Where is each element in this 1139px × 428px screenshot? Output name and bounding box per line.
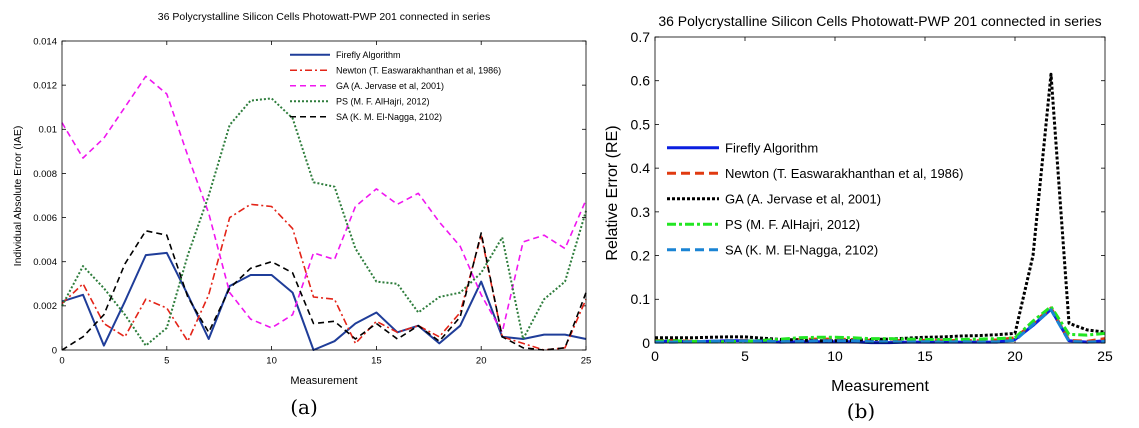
y-tick-label: 0.7 [631,29,651,45]
y-tick-label: 0.6 [631,73,651,89]
legend-label: GA (A. Jervase et al, 2001) [725,191,881,206]
legend-label: Newton (T. Easwarakhanthan et al, 1986) [336,65,501,75]
legend-label: SA (K. M. El-Nagga, 2102) [336,112,442,122]
series-line-3 [655,72,1106,343]
chart-title-b: 36 Polycrystalline Silicon Cells Photowa… [658,13,1101,29]
legend-label: Firefly Algorithm [725,140,818,155]
panel-label-a: (a) [290,395,318,419]
chart-panel-b: 36 Polycrystalline Silicon Cells Photowa… [604,13,1113,423]
x-tick-label: 15 [371,356,382,367]
legend-label: GA (A. Jervase et al, 2001) [336,81,444,91]
series-lines-a [61,75,587,351]
series-line-5 [61,230,587,351]
x-tick-label: 10 [827,348,843,364]
legend-label: PS (M. F. AlHajri, 2012) [336,96,430,106]
y-tick-label: 0.008 [33,169,57,180]
y-tick-label: 0.2 [631,247,651,263]
y-tick-label: 0.4 [631,160,651,176]
y-tick-label: 0 [52,345,57,356]
x-tick-label: 0 [651,348,659,364]
legend-label: PS (M. F. AlHajri, 2012) [725,217,860,232]
legend-label: Newton (T. Easwarakhanthan et al, 1986) [725,166,963,181]
plot-area-a [62,41,586,350]
y-tick-label: 0.5 [631,116,651,132]
chart-title-a: 36 Polycrystalline Silicon Cells Photowa… [158,11,490,23]
x-tick-label: 20 [1007,348,1023,364]
chart-panel-a: 36 Polycrystalline Silicon Cells Photowa… [12,11,591,419]
plot-frame-b [654,36,1106,344]
series-line-4 [61,97,587,347]
y-axis-label-b: Relative Error (RE) [604,125,621,260]
axis-ticks-b: 0 5 10 15 20 25 0 0.1 0.2 0.3 0.4 0.5 0.6 0.7 [631,29,1113,364]
x-tick-label: 5 [164,356,169,367]
y-tick-label: 0.006 [33,213,57,224]
plot-area-b [655,37,1105,343]
panel-label-b: (b) [847,399,875,423]
x-tick-label: 5 [741,348,749,364]
x-tick-label: 15 [917,348,933,364]
legend-label: Firefly Algorithm [336,50,401,60]
x-tick-label: 25 [581,356,592,367]
x-tick-label: 10 [266,356,277,367]
y-tick-label: 0 [642,335,650,351]
y-tick-label: 0.01 [39,125,58,136]
legend-label: SA (K. M. El-Nagga, 2102) [725,242,878,257]
y-tick-label: 0.002 [33,301,57,312]
y-tick-label: 0.3 [631,204,651,220]
series-line-5 [655,308,1106,344]
x-tick-label: 0 [59,356,64,367]
x-axis-label-a: Measurement [290,375,357,387]
plot-frame-a [61,40,587,351]
y-tick-label: 0.014 [33,36,57,47]
legend-b: Firefly Algorithm Newton (T. Easwarakhant… [667,140,963,257]
y-tick-label: 0.1 [631,291,651,307]
y-axis-label-a: Individual Absolute Error (IAE) [12,126,24,267]
y-tick-label: 0.012 [33,80,57,91]
legend-a: Firefly Algorithm Newton (T. Easwarakhant… [290,50,501,122]
x-tick-label: 20 [476,356,487,367]
y-tick-label: 0.004 [33,257,57,268]
x-axis-label-b: Measurement [831,378,929,395]
x-tick-label: 25 [1097,348,1113,364]
